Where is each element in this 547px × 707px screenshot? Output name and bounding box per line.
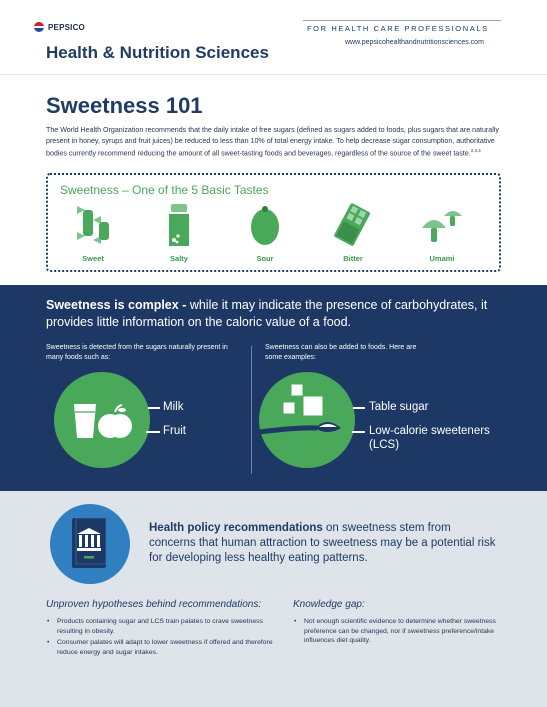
candy-icon [77,206,109,244]
pepsico-globe-icon [34,22,44,32]
logo-text: PEPSICO [48,22,85,32]
intro-ref: 2,3,4 [470,148,481,154]
chocolate-bar-icon [334,203,371,246]
knowledge-gap-heading: Knowledge gap: [293,599,365,610]
policy-circle [50,504,130,584]
policy-rest: on sweetness stem from concerns that hum… [149,522,496,564]
brand-title: Health & Nutrition Sciences [46,43,269,62]
lcs-connector [352,431,365,433]
list-item: Consumer palates will adapt to lower swe… [46,638,278,657]
taste-label-umami: Umami [429,254,455,263]
column-divider [251,346,252,474]
fruit-connector [146,431,160,433]
table-sugar-connector [353,407,365,409]
milk-label: Milk [163,401,184,413]
lemon-icon [251,206,279,245]
milk-connector [148,407,160,409]
taste-label-bitter: Bitter [343,254,363,263]
taste-sour: Sour [235,202,295,268]
table-sugar-label: Table sugar [369,401,429,413]
added-sweetness-note: Sweetness can also be added to foods. He… [265,344,417,361]
intro-text: The World Health Organization recommends… [46,126,499,158]
complex-lead: Sweetness is complex - [46,298,187,312]
mushroom-icon [422,211,462,242]
page-title: Sweetness 101 [46,93,203,118]
pepsico-logo: PEPSICO [34,22,85,32]
fruit-label: Fruit [163,425,186,437]
header-rule [0,74,547,75]
hypotheses-list: Products containing sugar and LCS train … [46,617,278,659]
header-divider [303,20,501,21]
natural-sugars-note: Sweetness is detected from the sugars na… [46,344,228,361]
complex-heading: Sweetness is complex - while it may indi… [46,297,506,330]
taste-salty: Salty [149,202,209,268]
policy-lead: Health policy recommendations [149,522,323,534]
complex-rest: while it may indicate the presence of ca… [46,298,488,329]
policy-statement: Health policy recommendations on sweetne… [149,521,499,566]
sugar-cubes-and-spoon-icon [258,383,341,435]
list-item: Not enough scientific evidence to determ… [293,617,505,646]
taste-bitter: Bitter [323,202,383,268]
taste-label-sour: Sour [256,254,274,263]
header: PEPSICO Health & Nutrition Sciences FOR … [0,0,547,74]
taste-label-sweet: Sweet [82,254,104,263]
lcs-label: Low-calorie sweeteners (LCS) [369,425,490,451]
salt-shaker-icon [169,204,189,246]
audience-label: FOR HEALTH CARE PROFESSIONALS [307,24,489,33]
sugar-lcs-circle [258,372,355,468]
tastes-box: Sweetness – One of the 5 Basic Tastes Sw… [46,173,501,272]
taste-label-salty: Salty [170,254,188,263]
hypotheses-heading: Unproven hypotheses behind recommendatio… [46,599,262,610]
taste-umami: Umami [412,202,472,268]
intro-paragraph: The World Health Organization recommends… [46,125,502,159]
list-item: Products containing sugar and LCS train … [46,617,278,636]
milk-fruit-circle [54,372,150,468]
taste-sweet: Sweet [63,202,123,268]
policy-book-icon [72,517,107,568]
website-link[interactable]: www.pepsicohealthandnutritionsciences.co… [345,39,484,46]
tastes-title: Sweetness – One of the 5 Basic Tastes [60,183,269,197]
knowledge-gap-list: Not enough scientific evidence to determ… [293,617,505,648]
milk-and-apple-icon [74,404,132,438]
